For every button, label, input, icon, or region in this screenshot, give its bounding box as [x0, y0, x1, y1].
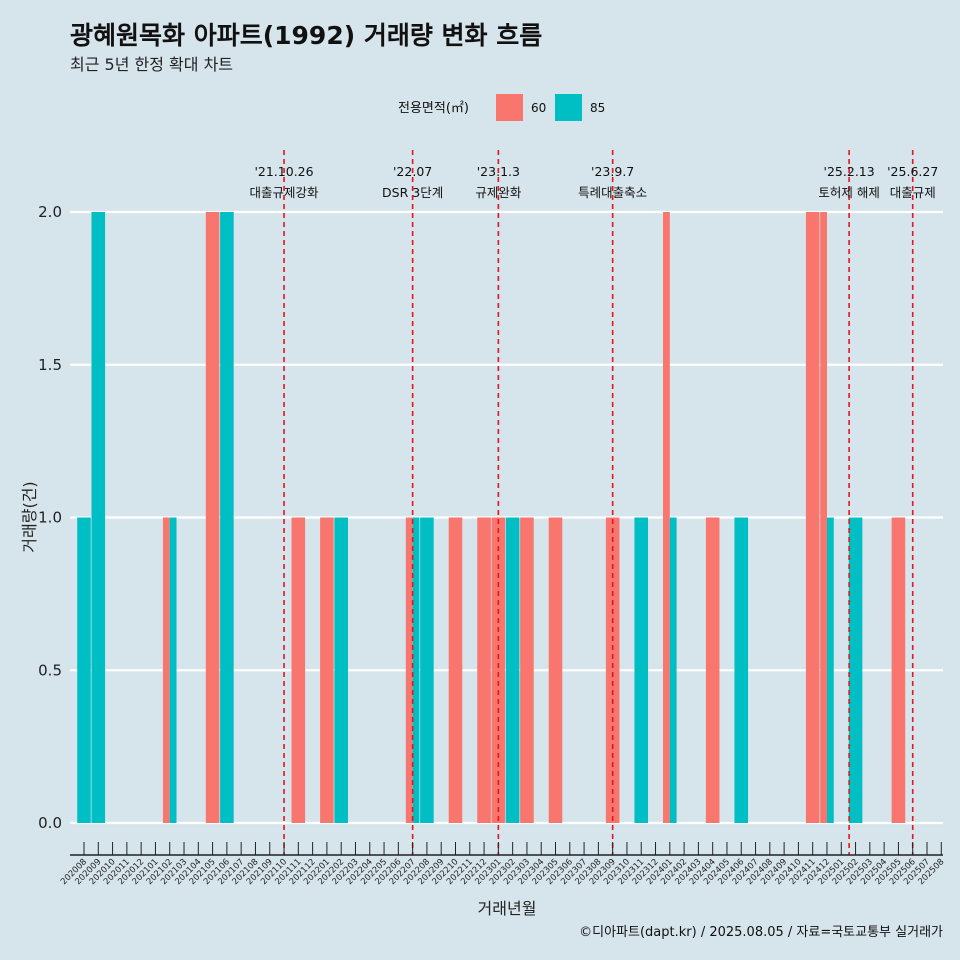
y-axis-ticks: 0.0 0.5 1.0 1.5 2.0: [38, 203, 62, 832]
bar-202102-85: [169, 517, 177, 823]
y-tick-label: 1.0: [38, 509, 62, 527]
bar-202305-60: [548, 517, 563, 823]
bar-202303-60: [520, 517, 534, 823]
bar-202404-60: [705, 517, 720, 823]
bar-202411-60: [805, 212, 820, 823]
event-date: '23.9.7: [591, 164, 634, 179]
legend-swatch-60: [496, 94, 523, 121]
event-label: 토허제 해제: [818, 185, 879, 200]
legend-title: 전용면적(㎡): [398, 101, 469, 116]
bar-202406-85: [734, 517, 749, 823]
bar-202505-60: [891, 517, 906, 823]
chart-title: 광혜원목화 아파트(1992) 거래량 변화 흐름: [70, 21, 542, 50]
y-tick-label: 2.0: [38, 203, 62, 221]
bar-202212-60: [477, 517, 491, 823]
bar-202009-85: [91, 212, 106, 823]
y-tick-label: 0.0: [38, 814, 62, 832]
bar-202102-60: [162, 517, 170, 823]
bar-202412-85: [826, 517, 834, 823]
event-label: 대출규제강화: [250, 185, 320, 200]
y-axis-title: 거래량(건): [20, 481, 39, 552]
x-axis: 2020082020092020102020112020122021012021…: [59, 842, 946, 887]
event-label: 대출규제: [890, 185, 936, 200]
bar-202401-85: [669, 517, 677, 823]
legend-label-60: 60: [531, 101, 546, 115]
bar-202208-85: [420, 517, 434, 823]
event-lines: [283, 150, 914, 855]
event-label: 특례대출축소: [578, 185, 647, 200]
bar-202412-60: [820, 212, 827, 823]
event-date: '22.07: [393, 164, 432, 179]
legend-label-85: 85: [590, 101, 605, 115]
event-date: '25.6.27: [887, 164, 938, 179]
y-tick-label: 0.5: [38, 661, 62, 679]
event-annotations: '21.10.26 대출규제강화 '22.07 DSR 3단계 '23.1.3 규제완화 '…: [250, 164, 939, 200]
bar-202302-85: [505, 517, 520, 823]
bar-202201-60: [320, 517, 334, 823]
bar-202210-60: [448, 517, 463, 823]
event-label: DSR 3단계: [382, 185, 443, 200]
event-label: 규제완화: [475, 185, 522, 200]
chart-subtitle: 최근 5년 한정 확대 차트: [70, 55, 233, 74]
bar-202502-85: [848, 517, 863, 823]
bars: [77, 212, 906, 823]
event-date: '21.10.26: [254, 164, 313, 179]
bar-202207-60: [405, 517, 413, 823]
event-date: '23.1.3: [477, 164, 520, 179]
bar-202301-60: [491, 517, 506, 823]
x-axis-title: 거래년월: [478, 899, 537, 918]
caption: ©디아파트(dapt.kr) / 2025.08.05 / 자료=국토교통부 실…: [579, 925, 943, 940]
bar-202106-85: [220, 212, 234, 823]
bar-202207-85: [412, 517, 420, 823]
legend: 전용면적(㎡) 60 85: [398, 94, 605, 121]
bar-202401-60: [663, 212, 670, 823]
bar-202105-60: [205, 212, 220, 823]
legend-swatch-85: [555, 94, 582, 121]
bar-202311-85: [634, 517, 649, 823]
event-date: '25.2.13: [824, 164, 875, 179]
bar-202008-85: [77, 517, 91, 823]
y-tick-label: 1.5: [38, 356, 62, 374]
bar-202202-85: [334, 517, 348, 823]
bar-202111-60: [291, 517, 306, 823]
bar-202309-60: [605, 517, 620, 823]
